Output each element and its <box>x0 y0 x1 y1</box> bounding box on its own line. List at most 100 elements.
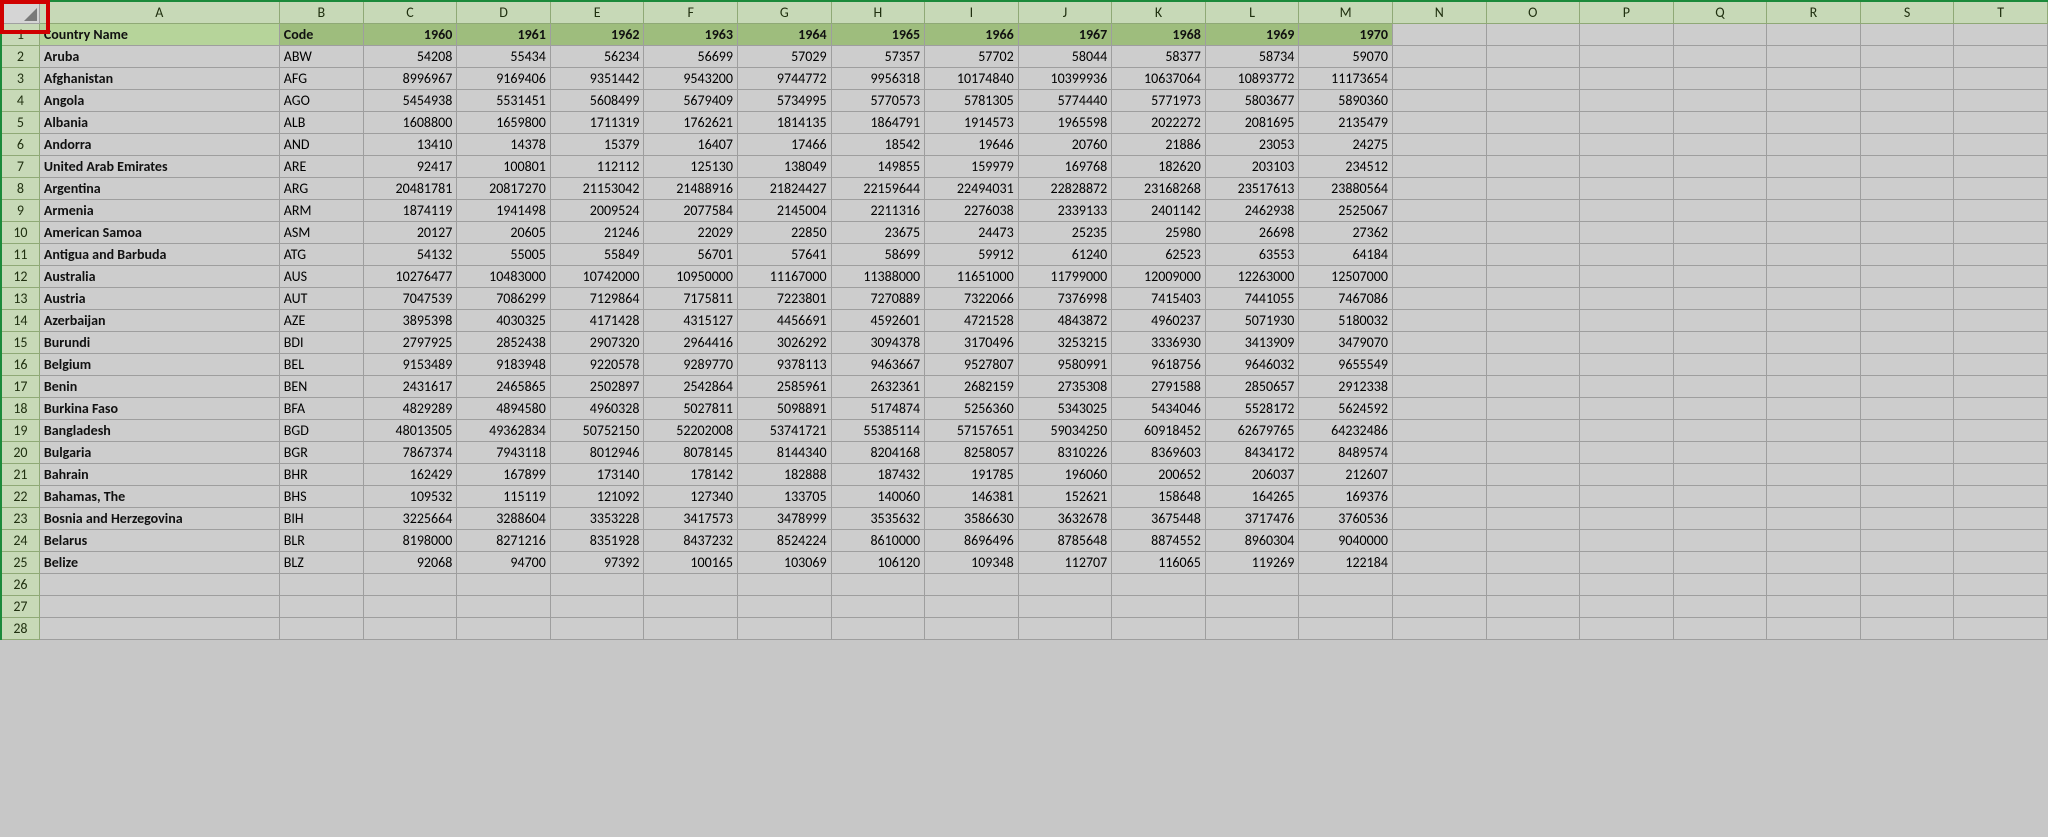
cell[interactable]: 11167000 <box>738 265 832 287</box>
cell[interactable]: 1762621 <box>644 111 738 133</box>
cell[interactable]: ABW <box>279 45 363 67</box>
cell[interactable] <box>925 573 1019 595</box>
cell[interactable] <box>1392 155 1486 177</box>
cell[interactable]: 9289770 <box>644 353 738 375</box>
row-header[interactable]: 28 <box>1 617 39 639</box>
cell[interactable]: 20760 <box>1018 133 1112 155</box>
cell[interactable]: 5531451 <box>457 89 551 111</box>
cell[interactable]: 23168268 <box>1112 177 1206 199</box>
cell[interactable]: 8271216 <box>457 529 551 551</box>
cell[interactable]: 3675448 <box>1112 507 1206 529</box>
cell[interactable]: 1711319 <box>550 111 644 133</box>
cell[interactable] <box>1580 45 1674 67</box>
cell[interactable] <box>1299 573 1393 595</box>
cell[interactable]: 3094378 <box>831 331 925 353</box>
cell[interactable] <box>1486 309 1580 331</box>
cell[interactable] <box>1860 419 1954 441</box>
row-header[interactable]: 7 <box>1 155 39 177</box>
cell[interactable]: 3632678 <box>1018 507 1112 529</box>
cell[interactable]: Bulgaria <box>39 441 279 463</box>
cell[interactable] <box>1392 111 1486 133</box>
cell[interactable] <box>1954 485 2048 507</box>
cell[interactable] <box>1767 155 1861 177</box>
cell[interactable] <box>1954 507 2048 529</box>
cell[interactable] <box>1673 507 1767 529</box>
cell[interactable]: 10637064 <box>1112 67 1206 89</box>
cell[interactable]: 18542 <box>831 133 925 155</box>
cell[interactable] <box>1486 331 1580 353</box>
column-header[interactable]: J <box>1018 1 1112 23</box>
cell[interactable]: 4960237 <box>1112 309 1206 331</box>
cell[interactable]: 57357 <box>831 45 925 67</box>
cell[interactable]: 2735308 <box>1018 375 1112 397</box>
spreadsheet-grid[interactable]: ABCDEFGHIJKLMNOPQRST 1Country NameCode19… <box>0 0 2048 640</box>
cell[interactable]: 10174840 <box>925 67 1019 89</box>
cell[interactable]: 8437232 <box>644 529 738 551</box>
cell[interactable]: 2339133 <box>1018 199 1112 221</box>
cell[interactable] <box>1580 419 1674 441</box>
cell[interactable] <box>1112 617 1206 639</box>
cell[interactable] <box>1486 485 1580 507</box>
cell[interactable]: ARM <box>279 199 363 221</box>
cell[interactable] <box>1767 573 1861 595</box>
cell[interactable]: 4171428 <box>550 309 644 331</box>
cell[interactable]: 2502897 <box>550 375 644 397</box>
cell[interactable]: 100801 <box>457 155 551 177</box>
cell[interactable] <box>1580 463 1674 485</box>
cell[interactable]: 3535632 <box>831 507 925 529</box>
cell[interactable] <box>1860 265 1954 287</box>
cell[interactable]: 212607 <box>1299 463 1393 485</box>
cell[interactable]: 3170496 <box>925 331 1019 353</box>
cell[interactable] <box>1673 551 1767 573</box>
cell[interactable]: 173140 <box>550 463 644 485</box>
cell[interactable]: 158648 <box>1112 485 1206 507</box>
cell[interactable] <box>1673 397 1767 419</box>
cell[interactable] <box>457 595 551 617</box>
cell[interactable]: 125130 <box>644 155 738 177</box>
cell[interactable] <box>1486 89 1580 111</box>
cell[interactable]: 11173654 <box>1299 67 1393 89</box>
cell[interactable]: Angola <box>39 89 279 111</box>
cell[interactable] <box>1954 595 2048 617</box>
cell[interactable]: 2852438 <box>457 331 551 353</box>
cell[interactable]: 8204168 <box>831 441 925 463</box>
cell[interactable]: 57702 <box>925 45 1019 67</box>
cell[interactable] <box>1860 397 1954 419</box>
cell[interactable]: 8310226 <box>1018 441 1112 463</box>
cell[interactable] <box>1486 133 1580 155</box>
cell[interactable] <box>1205 595 1299 617</box>
cell[interactable] <box>550 573 644 595</box>
row-header[interactable]: 12 <box>1 265 39 287</box>
cell[interactable] <box>1486 463 1580 485</box>
cell[interactable] <box>1767 617 1861 639</box>
cell[interactable]: 9744772 <box>738 67 832 89</box>
cell[interactable] <box>1860 573 1954 595</box>
cell[interactable]: 116065 <box>1112 551 1206 573</box>
cell[interactable]: 3288604 <box>457 507 551 529</box>
cell[interactable] <box>1673 67 1767 89</box>
cell[interactable]: 8874552 <box>1112 529 1206 551</box>
cell[interactable] <box>1954 375 2048 397</box>
cell[interactable] <box>1954 397 2048 419</box>
row-header[interactable]: 10 <box>1 221 39 243</box>
cell[interactable]: 4315127 <box>644 309 738 331</box>
cell[interactable] <box>1673 177 1767 199</box>
cell[interactable]: AZE <box>279 309 363 331</box>
cell[interactable]: Aruba <box>39 45 279 67</box>
cell[interactable] <box>1954 617 2048 639</box>
cell[interactable]: American Samoa <box>39 221 279 243</box>
cell[interactable]: 5528172 <box>1205 397 1299 419</box>
cell[interactable]: 1968 <box>1112 23 1206 45</box>
row-header[interactable]: 14 <box>1 309 39 331</box>
cell[interactable]: 203103 <box>1205 155 1299 177</box>
cell[interactable] <box>1580 507 1674 529</box>
cell[interactable] <box>1580 551 1674 573</box>
cell[interactable] <box>1580 243 1674 265</box>
row-header[interactable]: 13 <box>1 287 39 309</box>
cell[interactable]: 8351928 <box>550 529 644 551</box>
cell[interactable] <box>1954 463 2048 485</box>
cell[interactable]: 119269 <box>1205 551 1299 573</box>
cell[interactable] <box>1767 221 1861 243</box>
cell[interactable]: 23517613 <box>1205 177 1299 199</box>
cell[interactable]: 3760536 <box>1299 507 1393 529</box>
